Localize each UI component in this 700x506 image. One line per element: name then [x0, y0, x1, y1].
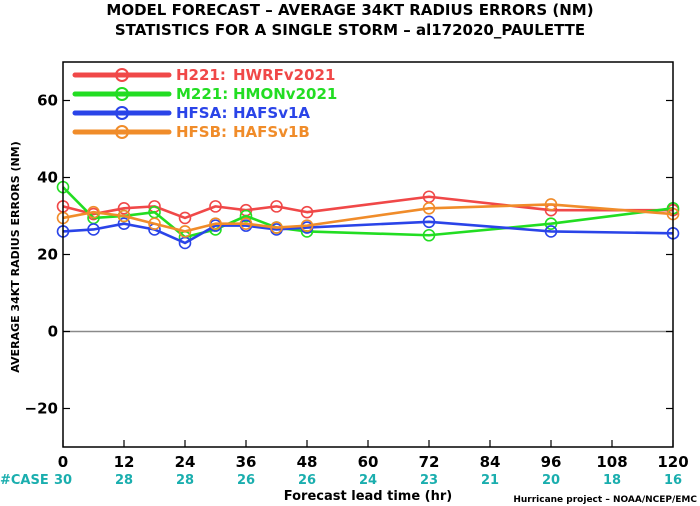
data-point — [209, 217, 222, 230]
case-count: 26 — [298, 473, 316, 488]
x-tick-label: 108 — [596, 453, 627, 471]
case-count: 30 — [54, 473, 72, 488]
case-count: 20 — [542, 473, 560, 488]
data-point — [178, 211, 192, 225]
case-count: 21 — [481, 473, 499, 488]
data-point — [117, 209, 131, 223]
y-tick-label: 60 — [37, 92, 58, 110]
x-tick-label: 96 — [541, 453, 562, 471]
x-tick-label: 72 — [419, 453, 440, 471]
data-point — [178, 225, 192, 238]
legend-label: HAFSv1B — [233, 123, 310, 141]
data-point — [117, 202, 131, 215]
legend-marker — [115, 125, 129, 139]
case-count: 18 — [603, 473, 621, 488]
y-tick-label: 0 — [48, 323, 58, 341]
x-tick-label: 84 — [480, 453, 501, 471]
chart-subtitle: STATISTICS FOR A SINGLE STORM – al172020… — [115, 21, 585, 39]
data-point — [544, 198, 558, 211]
plot-frame — [62, 61, 674, 448]
case-count: 28 — [176, 473, 194, 488]
plot-area — [56, 180, 680, 333]
data-point — [544, 225, 558, 238]
legend-code: H221: — [176, 66, 226, 84]
axes: 60 40 20 0 −20 0 12 24 36 48 60 72 84 96 108 120 30 28 28 2… — [25, 61, 689, 488]
legend-label: HAFSv1A — [233, 104, 310, 122]
data-point — [300, 219, 314, 232]
legend-marker — [115, 87, 129, 101]
data-point — [148, 217, 161, 230]
data-point — [87, 205, 100, 219]
x-tick-label: 24 — [175, 453, 196, 471]
data-point — [117, 217, 131, 230]
legend-code: M221: — [176, 85, 228, 103]
x-axis-label: Forecast lead time (hr) — [284, 489, 452, 504]
data-point — [239, 209, 253, 223]
y-tick-label: −20 — [25, 400, 58, 418]
data-point — [209, 200, 222, 213]
data-point — [270, 200, 283, 213]
x-tick-label: 60 — [358, 453, 379, 471]
data-point — [239, 217, 253, 230]
case-count: 28 — [115, 473, 133, 488]
legend-code: HFSA: — [176, 104, 228, 122]
x-tick-label: 0 — [58, 453, 68, 471]
legend-marker — [115, 106, 129, 120]
legend-label: HMONv2021 — [233, 85, 337, 103]
x-tick-label: 12 — [114, 453, 135, 471]
chart-title: MODEL FORECAST – AVERAGE 34KT RADIUS ERR… — [106, 1, 593, 19]
y-tick-label: 40 — [37, 169, 58, 187]
data-point — [544, 217, 558, 230]
case-count: 16 — [664, 473, 682, 488]
data-point — [270, 221, 283, 234]
legend-code: HFSB: — [176, 123, 227, 141]
y-axis-label: AVERAGE 34KT RADIUS ERRORS (NM) — [9, 141, 22, 372]
x-tick-label: 48 — [297, 453, 318, 471]
x-tick-label: 36 — [236, 453, 257, 471]
data-point — [300, 205, 314, 219]
legend: H221: HWRFv2021 M221: HMONv2021 HFSA: HAFSv1A… — [72, 66, 337, 141]
data-point — [422, 228, 436, 242]
data-point — [87, 223, 100, 236]
data-point — [422, 215, 436, 229]
x-tick-label: 120 — [657, 453, 688, 471]
case-count: 23 — [420, 473, 438, 488]
credit-text: Hurricane project – NOAA/NCEP/EMC — [513, 495, 697, 505]
case-count: 26 — [237, 473, 255, 488]
legend-label: HWRFv2021 — [233, 66, 335, 84]
legend-marker — [115, 68, 129, 82]
case-count: 24 — [359, 473, 377, 488]
data-point — [422, 202, 436, 215]
y-tick-label: 20 — [37, 246, 58, 264]
case-label: #CASE — [0, 473, 49, 488]
